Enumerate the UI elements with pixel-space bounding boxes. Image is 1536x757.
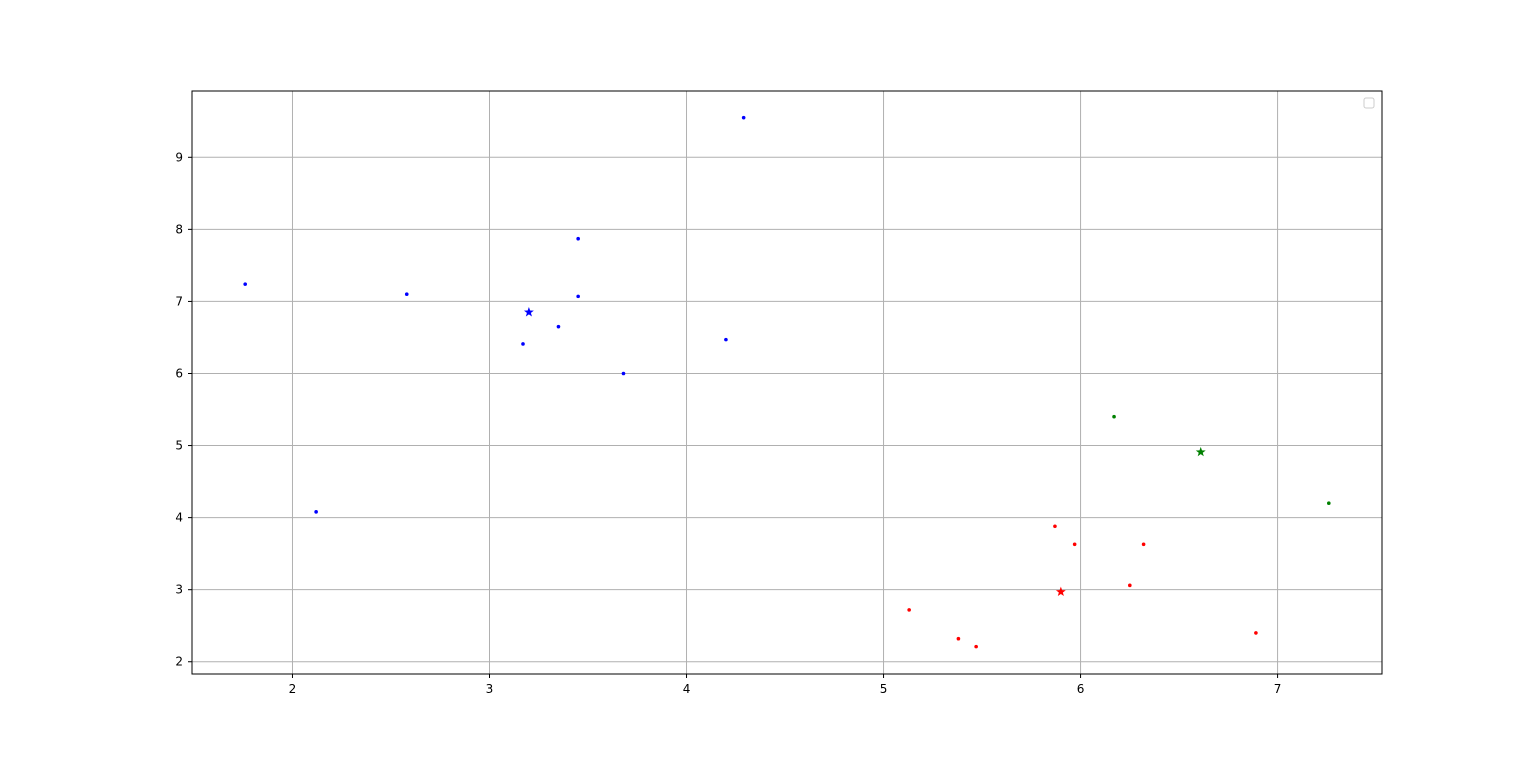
centroid-star-marker (523, 307, 534, 317)
scatter-point (576, 294, 580, 299)
scatter-point (404, 292, 409, 297)
x-tick-label: 4 (683, 682, 691, 696)
centroid-star-marker (1195, 446, 1206, 457)
scatter-point (576, 236, 580, 241)
data-points (243, 115, 1331, 649)
scatter-point (314, 510, 318, 514)
scatter-point (1112, 414, 1116, 419)
scatter-point (1128, 583, 1132, 588)
y-tick-label: 5 (175, 439, 183, 453)
scatter-point (1072, 542, 1077, 547)
scatter-point (741, 115, 746, 120)
x-tick-label: 3 (486, 682, 494, 696)
y-tick-label: 7 (175, 294, 183, 308)
legend-box (1363, 97, 1375, 109)
scatter-point (556, 324, 561, 329)
y-tick-label: 9 (175, 150, 183, 164)
y-tick-label: 2 (175, 655, 183, 669)
scatter-point (956, 636, 961, 641)
scatter-point (521, 342, 525, 346)
x-tick-label: 5 (880, 682, 888, 696)
scatter-point (243, 282, 247, 286)
scatter-point (724, 337, 728, 342)
y-tick-label: 3 (175, 583, 183, 597)
scatter-point (1327, 501, 1331, 506)
plot-frame (191, 90, 1383, 675)
scatter-point (1053, 524, 1057, 529)
y-tick-label: 6 (175, 366, 183, 380)
x-tick-label: 7 (1274, 682, 1282, 696)
scatter-point (974, 644, 978, 649)
scatter-point (907, 608, 911, 612)
centroid-star-marker (1055, 586, 1066, 597)
y-tick-label: 8 (175, 222, 183, 236)
axis-ticks: 2 3 4 5 6 7 2 3 4 5 6 7 8 9 (175, 150, 1281, 696)
x-tick-label: 2 (289, 682, 297, 696)
scatter-point (621, 371, 626, 376)
y-tick-label: 4 (175, 511, 183, 525)
scatter-point (1141, 542, 1146, 547)
x-tick-label: 6 (1077, 682, 1085, 696)
scatter-point (1254, 631, 1258, 635)
grid-lines (192, 91, 1382, 674)
